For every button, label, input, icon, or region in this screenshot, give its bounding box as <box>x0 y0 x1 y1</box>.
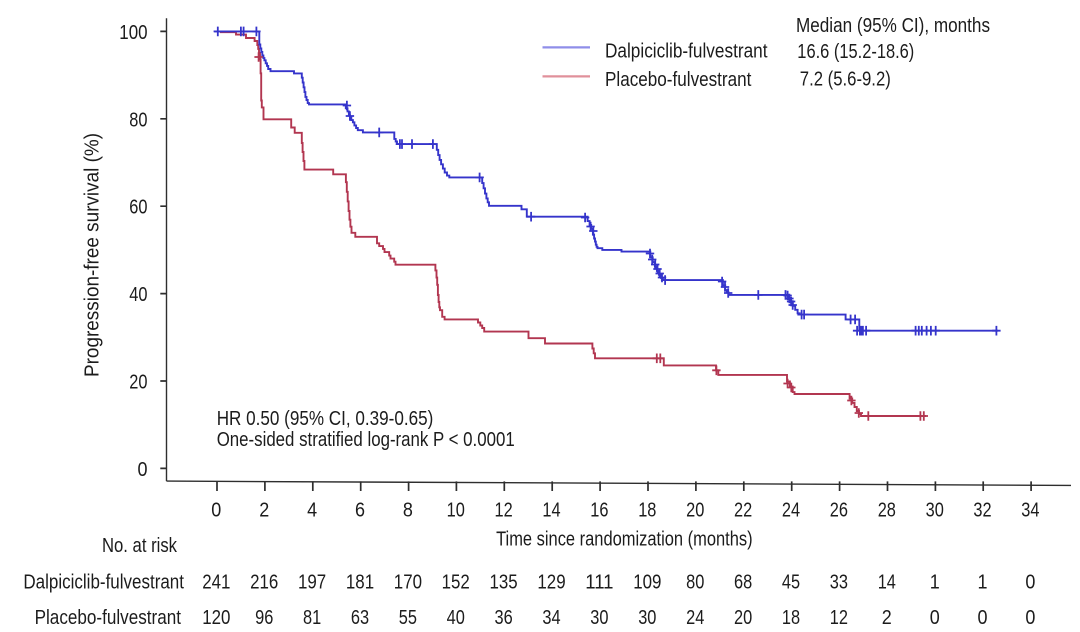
svg-text:170: 170 <box>394 571 422 593</box>
svg-text:33: 33 <box>830 571 848 593</box>
svg-text:40: 40 <box>129 284 147 306</box>
svg-text:16.6 (15.2-18.6): 16.6 (15.2-18.6) <box>797 41 914 63</box>
svg-text:20: 20 <box>686 500 704 522</box>
svg-text:1: 1 <box>930 571 940 593</box>
svg-text:16: 16 <box>590 500 608 522</box>
svg-text:68: 68 <box>734 571 752 593</box>
svg-text:181: 181 <box>346 571 374 593</box>
svg-text:40: 40 <box>447 607 465 629</box>
svg-text:30: 30 <box>926 500 944 522</box>
svg-text:0: 0 <box>930 607 940 629</box>
svg-text:34: 34 <box>1021 500 1039 522</box>
svg-text:2: 2 <box>259 500 269 522</box>
svg-text:120: 120 <box>202 607 230 629</box>
svg-text:135: 135 <box>490 571 518 593</box>
svg-text:14: 14 <box>878 571 896 593</box>
svg-text:0: 0 <box>1025 607 1035 629</box>
svg-text:109: 109 <box>633 571 661 593</box>
svg-text:Progression-free survival (%): Progression-free survival (%) <box>82 133 104 377</box>
svg-text:30: 30 <box>590 607 608 629</box>
svg-text:26: 26 <box>830 500 848 522</box>
svg-text:12: 12 <box>495 500 513 522</box>
svg-text:24: 24 <box>782 500 800 522</box>
svg-text:28: 28 <box>878 500 896 522</box>
svg-text:0: 0 <box>211 500 221 522</box>
svg-text:Time since randomization (mont: Time since randomization (months) <box>496 529 752 551</box>
svg-text:241: 241 <box>202 571 230 593</box>
svg-text:80: 80 <box>686 571 704 593</box>
svg-text:Dalpiciclib-fulvestrant: Dalpiciclib-fulvestrant <box>23 571 184 593</box>
svg-text:Placebo-fulvestrant: Placebo-fulvestrant <box>605 69 752 91</box>
svg-text:8: 8 <box>403 500 413 522</box>
svg-text:18: 18 <box>782 607 800 629</box>
svg-text:12: 12 <box>830 607 848 629</box>
svg-text:Placebo-fulvestrant: Placebo-fulvestrant <box>35 607 182 629</box>
svg-text:197: 197 <box>298 571 326 593</box>
svg-text:96: 96 <box>255 607 273 629</box>
svg-text:10: 10 <box>447 500 465 522</box>
svg-text:0: 0 <box>138 459 148 481</box>
svg-text:32: 32 <box>973 500 991 522</box>
svg-text:30: 30 <box>638 607 656 629</box>
svg-text:7.2 (5.6-9.2): 7.2 (5.6-9.2) <box>800 69 891 91</box>
svg-text:111: 111 <box>585 571 613 593</box>
svg-text:152: 152 <box>442 571 470 593</box>
svg-text:1: 1 <box>978 571 988 593</box>
svg-text:34: 34 <box>542 607 560 629</box>
svg-text:22: 22 <box>734 500 752 522</box>
svg-text:60: 60 <box>129 197 147 219</box>
svg-text:100: 100 <box>119 22 147 44</box>
svg-text:24: 24 <box>686 607 704 629</box>
svg-text:45: 45 <box>782 571 800 593</box>
svg-text:36: 36 <box>495 607 513 629</box>
svg-text:18: 18 <box>638 500 656 522</box>
svg-text:HR 0.50 (95% CI, 0.39-0.65): HR 0.50 (95% CI, 0.39-0.65) <box>217 408 434 430</box>
svg-text:6: 6 <box>355 500 365 522</box>
svg-text:14: 14 <box>542 500 560 522</box>
svg-text:55: 55 <box>399 607 417 629</box>
svg-text:20: 20 <box>129 372 147 394</box>
svg-text:One-sided stratified log-rank: One-sided stratified log-rank P < 0.0001 <box>217 429 515 451</box>
svg-text:2: 2 <box>882 607 892 629</box>
svg-text:0: 0 <box>1025 571 1035 593</box>
svg-text:0: 0 <box>978 607 988 629</box>
svg-text:4: 4 <box>307 500 317 522</box>
svg-text:Median (95% CI), months: Median (95% CI), months <box>796 15 990 37</box>
svg-text:80: 80 <box>129 109 147 131</box>
svg-text:81: 81 <box>303 607 321 629</box>
svg-text:129: 129 <box>537 571 565 593</box>
svg-text:216: 216 <box>250 571 278 593</box>
svg-text:63: 63 <box>351 607 369 629</box>
svg-text:No. at risk: No. at risk <box>102 535 178 557</box>
svg-text:Dalpiciclib-fulvestrant: Dalpiciclib-fulvestrant <box>605 41 768 63</box>
svg-text:20: 20 <box>734 607 752 629</box>
